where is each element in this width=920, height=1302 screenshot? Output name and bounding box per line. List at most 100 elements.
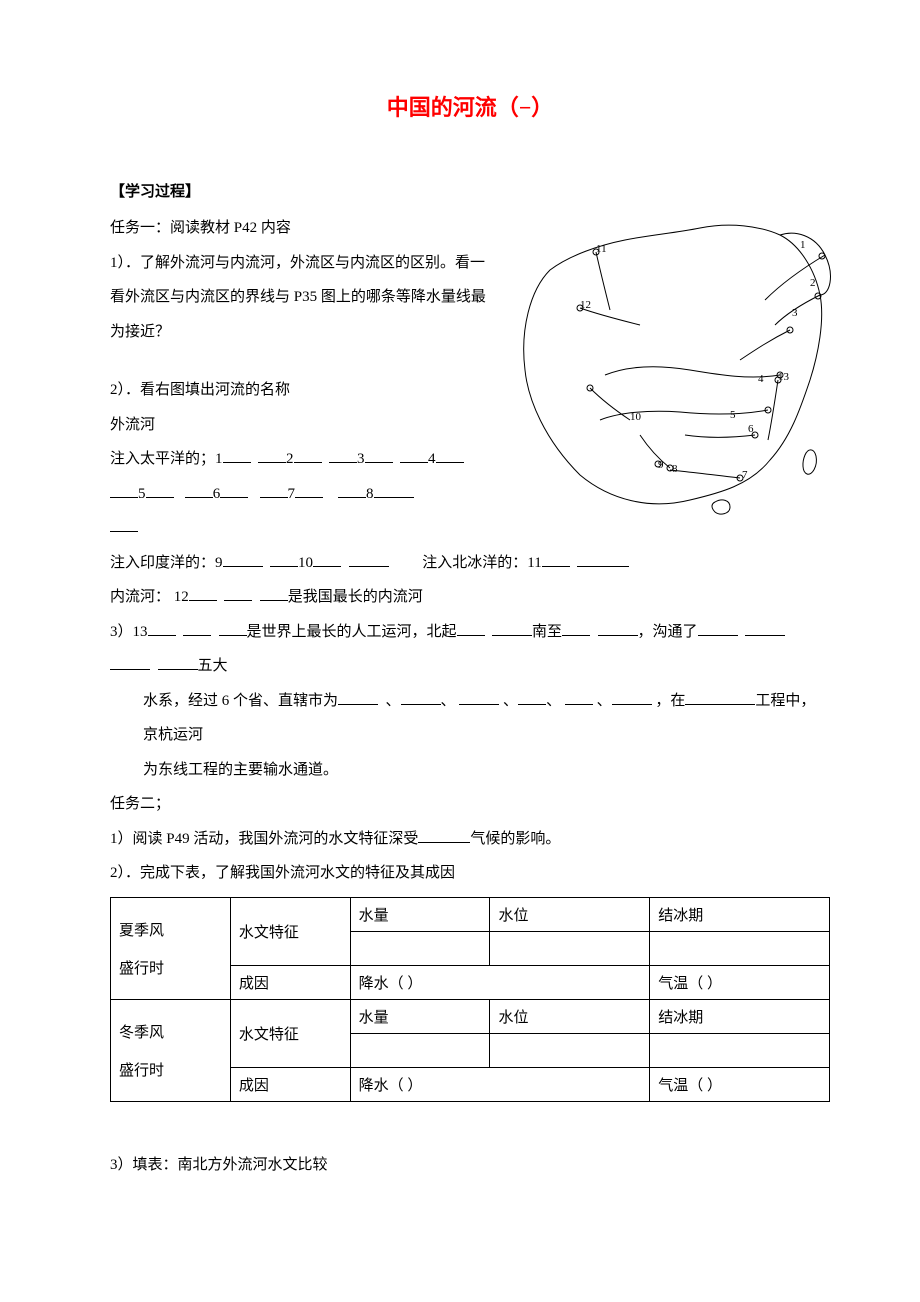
cell: 水文特征 (230, 897, 350, 965)
text: 注入印度洋的：9 (110, 555, 223, 571)
text: 水系，经过 6 个省、直辖市为 (143, 693, 338, 709)
cell: 成因 (230, 1067, 350, 1101)
blank[interactable] (220, 483, 248, 498)
blank[interactable] (183, 621, 211, 636)
cell: 结冰期 (650, 897, 830, 931)
blank[interactable] (577, 552, 629, 567)
table-row: 冬季风 盛行时 水文特征 水量 水位 结冰期 (111, 999, 830, 1033)
text: ，在 (655, 693, 685, 709)
blank[interactable] (295, 483, 323, 498)
cell: 水量 (350, 999, 490, 1033)
blank[interactable] (338, 690, 378, 705)
indian-arctic-line: 注入印度洋的：9 10 注入北冰洋的：11 (110, 546, 830, 581)
blank[interactable] (685, 690, 755, 705)
text: 内流河： 12 (110, 589, 189, 605)
map-label: 6 (748, 423, 754, 435)
cell-blank[interactable] (490, 931, 650, 965)
cell-blank[interactable] (350, 1033, 490, 1067)
text: 气候的影响。 (470, 831, 560, 847)
blank[interactable] (598, 621, 638, 636)
cell-blank[interactable] (650, 931, 830, 965)
blank[interactable] (110, 483, 138, 498)
blank[interactable] (148, 621, 176, 636)
blank[interactable] (349, 552, 389, 567)
blank[interactable] (365, 448, 393, 463)
blank[interactable] (219, 621, 247, 636)
blank[interactable] (401, 690, 441, 705)
blank[interactable] (223, 448, 251, 463)
blank[interactable] (436, 448, 464, 463)
text: 、 (597, 693, 612, 709)
text: 1）阅读 P49 活动，我国外流河的水文特征深受 (110, 831, 418, 847)
text: 注入北冰洋的：11 (422, 555, 541, 571)
cell: 降水（ ） (350, 965, 650, 999)
blank[interactable] (110, 517, 138, 532)
cell: 水文特征 (230, 999, 350, 1067)
map-label: 3 (792, 307, 798, 319)
blank[interactable] (338, 483, 366, 498)
hydrology-table: 夏季风 盛行时 水文特征 水量 水位 结冰期 成因 降水（ ） 气温（ ） 冬季… (110, 897, 830, 1102)
task1-p1: 1）．了解外流河与内流河，外流区与内流区的区别。看一看外流区与内流区的界线与 P… (110, 246, 490, 350)
task2-p1: 1）阅读 P49 活动，我国外流河的水文特征深受 气候的影响。 (110, 822, 830, 857)
text: 注入太平洋的；1 (110, 451, 223, 467)
blank[interactable] (329, 448, 357, 463)
task1-p2-sub: 外流河 (110, 408, 490, 443)
text: 10 (298, 555, 313, 571)
blank[interactable] (459, 690, 499, 705)
blank[interactable] (565, 690, 593, 705)
text: 、 (503, 693, 518, 709)
blank[interactable] (492, 621, 532, 636)
blank[interactable] (400, 448, 428, 463)
canal-line2: 水系，经过 6 个省、直辖市为 、、 、、 、 ，在工程中，京杭运河 (110, 684, 830, 753)
cell: 水位 (490, 897, 650, 931)
blank[interactable] (562, 621, 590, 636)
section-heading: 【学习过程】 (110, 180, 830, 201)
map-label: 2 (810, 277, 816, 289)
text: 盛行时 (119, 1063, 164, 1079)
map-label: 4 (758, 373, 764, 385)
blank[interactable] (185, 483, 213, 498)
cell-blank[interactable] (490, 1033, 650, 1067)
map-label: 7 (742, 469, 748, 481)
text: 4 (428, 451, 436, 467)
blank[interactable] (294, 448, 322, 463)
blank[interactable] (224, 586, 252, 601)
map-label: 8 (672, 463, 678, 475)
blank[interactable] (189, 586, 217, 601)
cell: 气温（ ） (650, 1067, 830, 1101)
canal-line3: 为东线工程的主要输水通道。 (110, 753, 830, 788)
text: 、 (546, 693, 561, 709)
blank[interactable] (146, 483, 174, 498)
cell-blank[interactable] (350, 931, 490, 965)
text: 3）13 (110, 624, 148, 640)
blank[interactable] (270, 552, 298, 567)
task3-label: 3）填表：南北方外流河水文比较 (110, 1148, 830, 1183)
blank[interactable] (745, 621, 785, 636)
blank[interactable] (374, 483, 414, 498)
text: 五大 (198, 658, 228, 674)
blank[interactable] (258, 448, 286, 463)
cell-blank[interactable] (650, 1033, 830, 1067)
cell: 气温（ ） (650, 965, 830, 999)
blank[interactable] (698, 621, 738, 636)
pacific-line1: 注入太平洋的；1 2 3 4 (110, 442, 490, 477)
text: 南至 (532, 624, 562, 640)
blank[interactable] (110, 655, 150, 670)
blank[interactable] (518, 690, 546, 705)
blank[interactable] (313, 552, 341, 567)
map-label: 9 (658, 459, 664, 471)
blank[interactable] (418, 828, 470, 843)
task2-label: 任务二； (110, 787, 830, 822)
map-label: 1 (800, 239, 806, 251)
pacific-line2: 5 6 7 8 (110, 477, 490, 512)
blank[interactable] (223, 552, 263, 567)
blank[interactable] (158, 655, 198, 670)
blank[interactable] (457, 621, 485, 636)
task1-label: 任务一：阅读教材 P42 内容 (110, 211, 490, 246)
cell: 水位 (490, 999, 650, 1033)
blank[interactable] (542, 552, 570, 567)
cell-summer: 夏季风 盛行时 (111, 897, 231, 999)
blank[interactable] (260, 483, 288, 498)
blank[interactable] (612, 690, 652, 705)
blank[interactable] (260, 586, 288, 601)
